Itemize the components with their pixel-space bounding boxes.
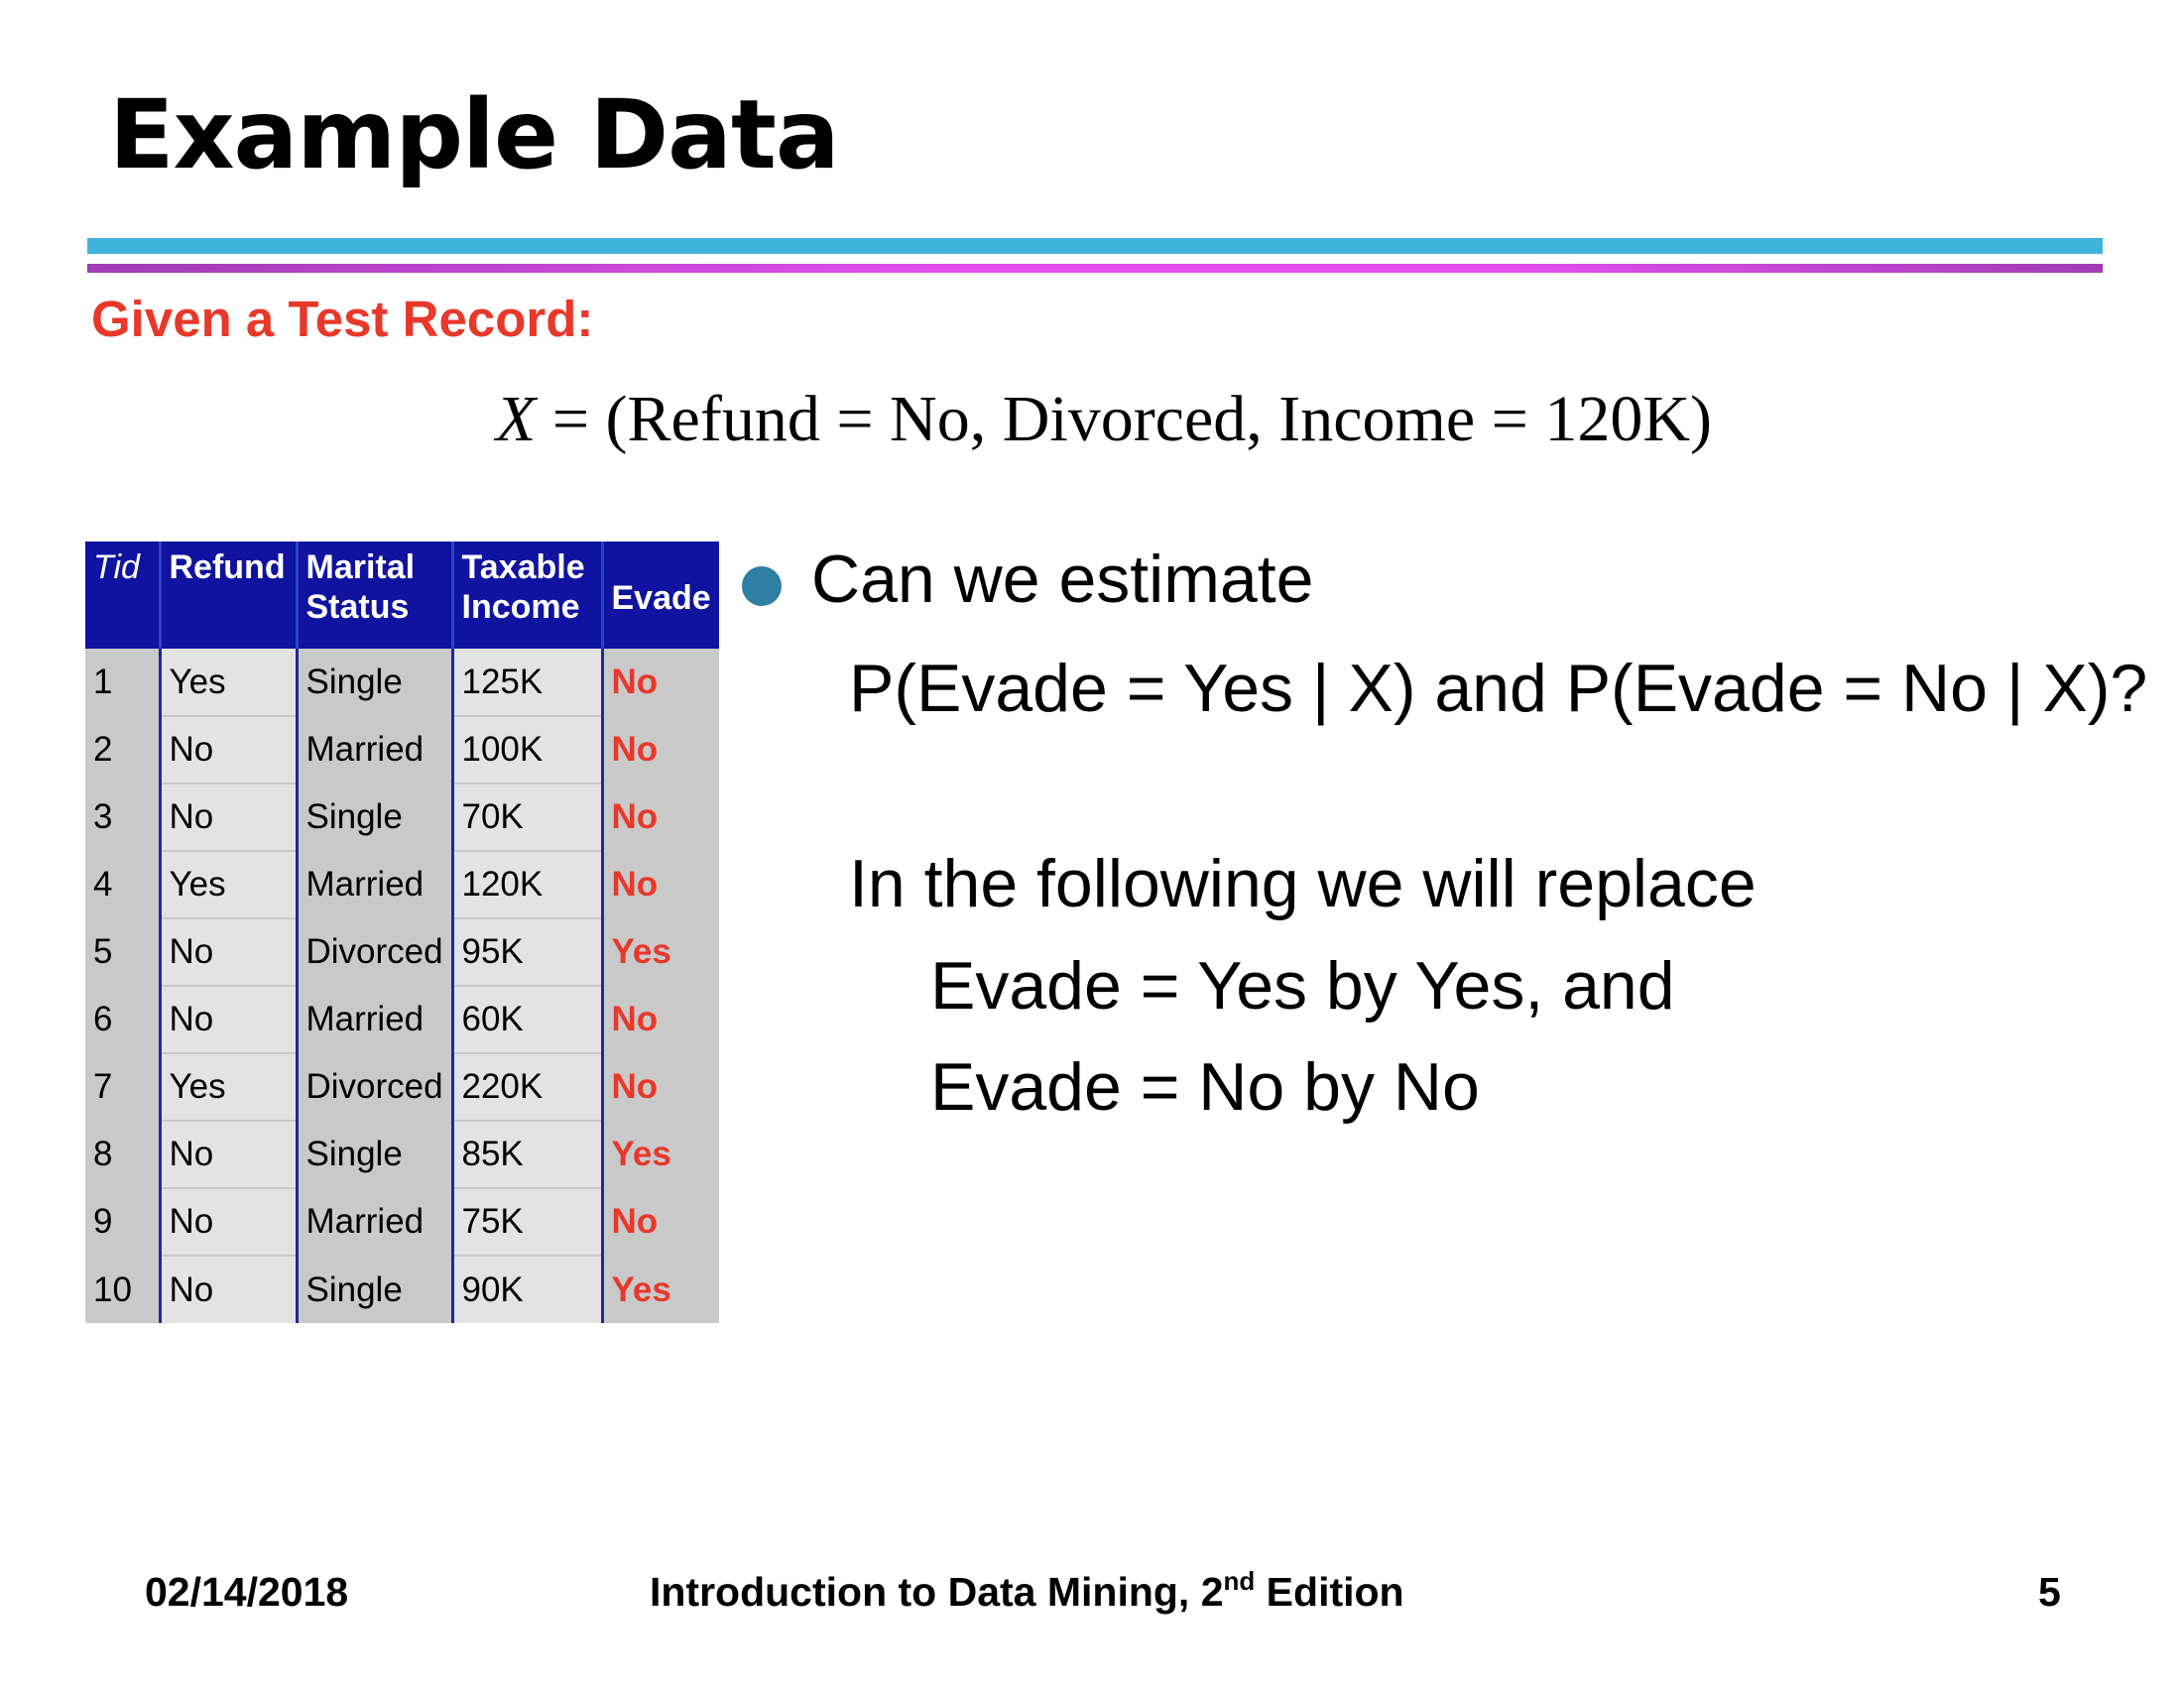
footer-book-sup: nd: [1223, 1566, 1256, 1596]
cell-marital-status: Divorced: [297, 918, 454, 987]
cell-marital-status: Married: [297, 851, 454, 919]
cell-taxable-income: 100K: [452, 716, 604, 785]
replace-line-1: In the following we will replace: [849, 846, 1757, 921]
cell-refund: Yes: [160, 1053, 299, 1122]
cell-tid: 4: [85, 851, 162, 919]
cell-evade: Yes: [602, 918, 719, 987]
table-row: 10 No Single 90K Yes: [85, 1256, 719, 1323]
subtitle: Given a Test Record:: [91, 291, 594, 347]
header-taxable-income: Taxable Income: [452, 542, 604, 649]
test-record-formula: X = (Refund = No, Divorced, Income = 120…: [496, 382, 1712, 457]
cell-evade: No: [602, 649, 719, 717]
cell-refund: Yes: [160, 649, 299, 717]
table-row: 1 Yes Single 125K No: [85, 649, 719, 717]
cell-evade: Yes: [602, 1256, 719, 1323]
formula-variable: X: [496, 383, 537, 455]
cell-evade: No: [602, 851, 719, 919]
cell-tid: 7: [85, 1053, 162, 1122]
training-data-table: Tid Refund Marital Status Taxable Income E…: [85, 542, 719, 1323]
header-marital-status: Marital Status: [297, 542, 454, 649]
cell-marital-status: Single: [297, 1121, 454, 1189]
cell-refund: No: [160, 1256, 299, 1323]
cell-tid: 3: [85, 784, 162, 852]
cell-refund: No: [160, 1188, 299, 1257]
cell-tid: 5: [85, 918, 162, 987]
slide-title: Example Data: [109, 79, 840, 190]
header-tid: Tid: [85, 542, 162, 649]
cell-marital-status: Single: [297, 1256, 454, 1323]
table-row: 7 Yes Divorced 220K No: [85, 1053, 719, 1122]
question-line-2: P(Evade = Yes | X) and P(Evade = No | X)…: [849, 651, 2148, 726]
cell-refund: No: [160, 986, 299, 1054]
cell-evade: Yes: [602, 1121, 719, 1189]
table-row: 8 No Single 85K Yes: [85, 1121, 719, 1189]
table-row: 6 No Married 60K No: [85, 986, 719, 1054]
cell-tid: 2: [85, 716, 162, 785]
cell-refund: Yes: [160, 851, 299, 919]
cell-taxable-income: 90K: [452, 1256, 604, 1323]
table-header-row: Tid Refund Marital Status Taxable Income E…: [85, 542, 719, 649]
cell-marital-status: Divorced: [297, 1053, 454, 1122]
header-refund: Refund: [160, 542, 299, 649]
cell-refund: No: [160, 716, 299, 785]
cell-marital-status: Single: [297, 649, 454, 717]
cell-refund: No: [160, 784, 299, 852]
cell-refund: No: [160, 1121, 299, 1189]
table-row: 2 No Married 100K No: [85, 716, 719, 785]
table-row: 9 No Married 75K No: [85, 1188, 719, 1257]
cell-evade: No: [602, 1188, 719, 1257]
cell-taxable-income: 85K: [452, 1121, 604, 1189]
question-line-1: Can we estimate: [811, 542, 1314, 617]
footer-date: 02/14/2018: [145, 1569, 349, 1615]
cell-refund: No: [160, 918, 299, 987]
cell-taxable-income: 125K: [452, 649, 604, 717]
header-evade: Evade: [602, 542, 719, 649]
cell-tid: 10: [85, 1256, 162, 1323]
replace-line-2: Evade = Yes by Yes, and: [930, 948, 1675, 1024]
replace-line-3: Evade = No by No: [930, 1049, 1480, 1125]
bullet-dot-icon: [742, 566, 782, 606]
cell-taxable-income: 60K: [452, 986, 604, 1054]
footer-page-number: 5: [2038, 1569, 2061, 1615]
cell-marital-status: Married: [297, 1188, 454, 1257]
cell-tid: 9: [85, 1188, 162, 1257]
cell-evade: No: [602, 986, 719, 1054]
cell-evade: No: [602, 784, 719, 852]
cell-evade: No: [602, 1053, 719, 1122]
table-row: 3 No Single 70K No: [85, 784, 719, 852]
formula-body: = (Refund = No, Divorced, Income = 120K): [536, 383, 1713, 455]
cell-taxable-income: 70K: [452, 784, 604, 852]
cell-marital-status: Single: [297, 784, 454, 852]
title-rule-blue: [87, 238, 2103, 254]
title-rule-purple: [87, 264, 2103, 273]
table-row: 5 No Divorced 95K Yes: [85, 918, 719, 987]
cell-tid: 8: [85, 1121, 162, 1189]
cell-taxable-income: 120K: [452, 851, 604, 919]
cell-marital-status: Married: [297, 716, 454, 785]
cell-tid: 6: [85, 986, 162, 1054]
cell-taxable-income: 95K: [452, 918, 604, 987]
cell-marital-status: Married: [297, 986, 454, 1054]
cell-evade: No: [602, 716, 719, 785]
footer-book-title: Introduction to Data Mining, 2nd Edition: [650, 1566, 1404, 1615]
cell-tid: 1: [85, 649, 162, 717]
cell-taxable-income: 220K: [452, 1053, 604, 1122]
cell-taxable-income: 75K: [452, 1188, 604, 1257]
table-row: 4 Yes Married 120K No: [85, 851, 719, 919]
